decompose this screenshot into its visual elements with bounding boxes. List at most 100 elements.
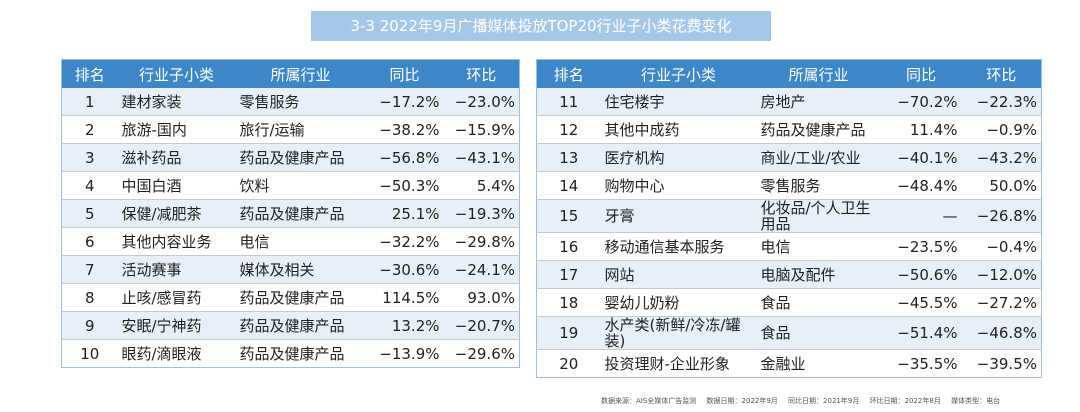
industry-cell: 电脑及配件 [756, 260, 881, 289]
subcategory-cell: 眼药/滴眼液 [117, 339, 236, 368]
footnote-mom-date: 环比日期：2022年8月 [869, 397, 941, 405]
ranking-table-left: 排名 行业子小类 所属行业 同比 环比 1 建材家装 零售服务 −17.2% −23.0… [61, 59, 520, 368]
subcategory-cell: 止咳/感冒药 [117, 283, 236, 312]
subcategory-cell: 水产类(新鲜/冷冻/罐装) [600, 316, 757, 350]
yoy-cell: −13.9% [365, 339, 444, 368]
mom-cell: −43.1% [443, 143, 520, 172]
header-mom: 环比 [443, 59, 520, 88]
yoy-cell: −70.2% [880, 88, 962, 116]
table-header-row: 排名 行业子小类 所属行业 同比 环比 [536, 59, 1042, 88]
rank-cell: 20 [536, 349, 601, 378]
header-industry: 所属行业 [235, 59, 366, 88]
yoy-cell: −30.6% [365, 255, 444, 284]
subcategory-cell: 其他内容业务 [117, 227, 236, 256]
table-row: 2 旅游-国内 旅行/运输 −38.2% −15.9% [61, 115, 520, 144]
rank-cell: 7 [61, 255, 118, 284]
rank-cell: 14 [536, 171, 601, 200]
table-row: 3 滋补药品 药品及健康产品 −56.8% −43.1% [61, 143, 520, 172]
yoy-cell: −56.8% [365, 143, 444, 172]
table-row: 4 中国白酒 饮料 −50.3% 5.4% [61, 171, 520, 200]
mom-cell: −46.8% [961, 316, 1042, 350]
table-row: 8 止咳/感冒药 药品及健康产品 114.5% 93.0% [61, 283, 520, 312]
industry-cell: 食品 [756, 316, 881, 350]
table-row: 14 购物中心 零售服务 −48.4% 50.0% [536, 171, 1042, 200]
subcategory-cell: 滋补药品 [117, 143, 236, 172]
subcategory-cell: 医疗机构 [600, 143, 757, 172]
industry-cell: 药品及健康产品 [235, 199, 366, 228]
mom-cell: −39.5% [961, 349, 1042, 378]
page-title: 3-3 2022年9月广播媒体投放TOP20行业子小类花费变化 [311, 11, 771, 41]
industry-cell: 房地产 [756, 88, 881, 116]
rank-cell: 5 [61, 199, 118, 228]
subcategory-cell: 安眠/宁神药 [117, 311, 236, 340]
footnote-yoy-date: 同比日期：2021年9月 [788, 397, 860, 405]
yoy-cell: −40.1% [880, 143, 962, 172]
industry-cell: 药品及健康产品 [235, 283, 366, 312]
mom-cell: −29.6% [443, 339, 520, 368]
yoy-cell: −38.2% [365, 115, 444, 144]
rank-cell: 4 [61, 171, 118, 200]
table-row: 6 其他内容业务 电信 −32.2% −29.8% [61, 227, 520, 256]
rank-cell: 2 [61, 115, 118, 144]
subcategory-cell: 中国白酒 [117, 171, 236, 200]
header-yoy: 同比 [880, 59, 962, 88]
mom-cell: 93.0% [443, 283, 520, 312]
industry-cell: 药品及健康产品 [235, 311, 366, 340]
subcategory-cell: 其他中成药 [600, 115, 757, 144]
industry-cell: 电信 [235, 227, 366, 256]
mom-cell: −22.3% [961, 88, 1042, 116]
subcategory-cell: 投资理财-企业形象 [600, 349, 757, 378]
industry-cell: 商业/工业/农业 [756, 143, 881, 172]
industry-cell: 旅行/运输 [235, 115, 366, 144]
industry-cell: 药品及健康产品 [235, 339, 366, 368]
mom-cell: −0.4% [961, 232, 1042, 261]
rank-cell: 17 [536, 260, 601, 289]
mom-cell: −27.2% [961, 288, 1042, 317]
industry-cell: 药品及健康产品 [756, 115, 881, 144]
header-rank: 排名 [61, 59, 118, 88]
yoy-cell: 25.1% [365, 199, 444, 228]
header-subcategory: 行业子小类 [117, 59, 236, 88]
rank-cell: 18 [536, 288, 601, 317]
rank-cell: 15 [536, 199, 601, 233]
footnote-date: 数据日期：2022年9月 [706, 397, 778, 405]
ranking-table-right: 排名 行业子小类 所属行业 同比 环比 11 住宅楼宇 房地产 −70.2% −22.3… [536, 59, 1042, 378]
subcategory-cell: 移动通信基本服务 [600, 232, 757, 261]
header-subcategory: 行业子小类 [600, 59, 757, 88]
industry-cell: 零售服务 [235, 88, 366, 116]
mom-cell: −12.0% [961, 260, 1042, 289]
footnote-source: 数据来源：AIS全媒体广告监测 [601, 397, 697, 405]
mom-cell: −15.9% [443, 115, 520, 144]
table-row: 1 建材家装 零售服务 −17.2% −23.0% [61, 88, 520, 116]
rank-cell: 9 [61, 311, 118, 340]
table-row: 16 移动通信基本服务 电信 −23.5% −0.4% [536, 232, 1042, 261]
yoy-cell: 13.2% [365, 311, 444, 340]
yoy-cell: 11.4% [880, 115, 962, 144]
table-row: 19 水产类(新鲜/冷冻/罐装) 食品 −51.4% −46.8% [536, 316, 1042, 350]
table-row: 7 活动赛事 媒体及相关 −30.6% −24.1% [61, 255, 520, 284]
table-body-right: 11 住宅楼宇 房地产 −70.2% −22.3% 12 其他中成药 药品及健康产品 11.4%… [536, 88, 1042, 378]
mom-cell: −23.0% [443, 88, 520, 116]
mom-cell: −24.1% [443, 255, 520, 284]
yoy-cell: — [880, 199, 962, 233]
subcategory-cell: 牙膏 [600, 199, 757, 233]
mom-cell: −29.8% [443, 227, 520, 256]
rank-cell: 12 [536, 115, 601, 144]
yoy-cell: −32.2% [365, 227, 444, 256]
table-row: 11 住宅楼宇 房地产 −70.2% −22.3% [536, 88, 1042, 116]
rank-cell: 16 [536, 232, 601, 261]
table-row: 15 牙膏 化妆品/个人卫生用品 — −26.8% [536, 199, 1042, 233]
rank-cell: 13 [536, 143, 601, 172]
industry-cell: 化妆品/个人卫生用品 [756, 199, 881, 233]
subcategory-cell: 网站 [600, 260, 757, 289]
header-rank: 排名 [536, 59, 601, 88]
yoy-cell: −50.6% [880, 260, 962, 289]
industry-cell: 媒体及相关 [235, 255, 366, 284]
subcategory-cell: 建材家装 [117, 88, 236, 116]
yoy-cell: −35.5% [880, 349, 962, 378]
mom-cell: −26.8% [961, 199, 1042, 233]
subcategory-cell: 保健/减肥茶 [117, 199, 236, 228]
industry-cell: 药品及健康产品 [235, 143, 366, 172]
yoy-cell: −50.3% [365, 171, 444, 200]
table-row: 10 眼药/滴眼液 药品及健康产品 −13.9% −29.6% [61, 339, 520, 368]
